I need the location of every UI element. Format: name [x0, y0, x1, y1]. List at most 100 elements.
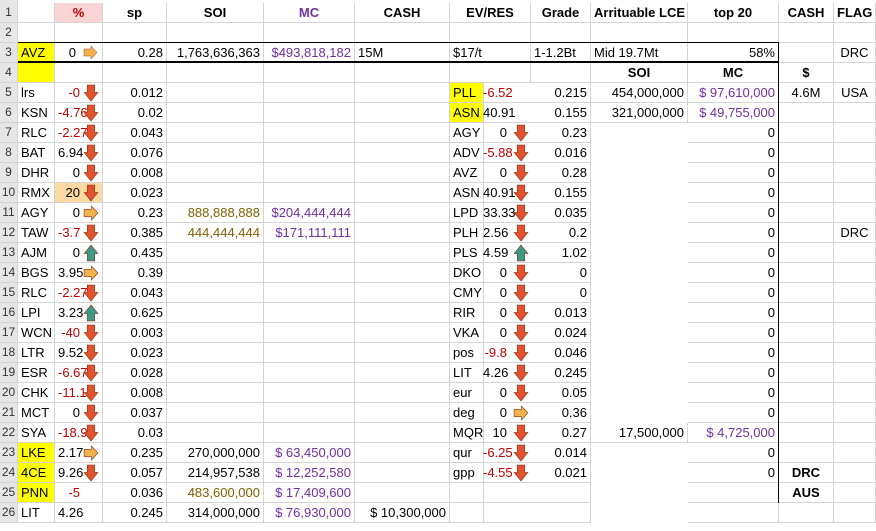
watch-mc-cell[interactable]: 0: [688, 243, 779, 263]
ticker-cell[interactable]: KSN: [18, 103, 55, 123]
watch-ticker-cell[interactable]: AVZ: [450, 163, 484, 183]
cell-c4[interactable]: [103, 63, 167, 83]
mc-cell[interactable]: $ 17,409,600: [264, 483, 355, 503]
soi-cell[interactable]: [167, 323, 264, 343]
share-price-cell[interactable]: 0.037: [103, 403, 167, 423]
column-title-f[interactable]: CASH: [355, 3, 450, 23]
ticker-cell[interactable]: lrs: [18, 83, 55, 103]
watch-mc-cell[interactable]: 0: [688, 163, 779, 183]
row-header-5[interactable]: 5: [0, 83, 18, 103]
cell-i2[interactable]: [591, 23, 688, 43]
watch-sp-cell[interactable]: 0.245: [531, 363, 591, 383]
watch-pct-cell[interactable]: 40.91: [480, 183, 531, 203]
watch-ticker-cell[interactable]: LPD: [450, 203, 484, 223]
flag-cell[interactable]: USA: [834, 83, 876, 103]
watch-cash-cell[interactable]: [779, 163, 834, 183]
column-title-d[interactable]: SOI: [167, 3, 264, 23]
pct-change-cell[interactable]: -2.27: [55, 283, 103, 303]
ticker-cell[interactable]: WCN: [18, 323, 55, 343]
row-header-8[interactable]: 8: [0, 143, 18, 163]
ticker-cell[interactable]: LIT: [18, 503, 55, 523]
pct-change-cell[interactable]: -40: [55, 323, 103, 343]
pct-change-cell[interactable]: -4.76: [55, 103, 103, 123]
mc-cell[interactable]: $204,444,444: [264, 203, 355, 223]
ticker-cell[interactable]: MCT: [18, 403, 55, 423]
cash-cell[interactable]: $ 10,300,000: [355, 503, 450, 523]
column-title-b[interactable]: %: [55, 3, 103, 23]
ticker-cell[interactable]: AGY: [18, 203, 55, 223]
row-header-2[interactable]: 2: [0, 23, 18, 43]
mc-cell[interactable]: [264, 323, 355, 343]
mc-cell[interactable]: $ 76,930,000: [264, 503, 355, 523]
ticker-cell[interactable]: ESR: [18, 363, 55, 383]
row-header-21[interactable]: 21: [0, 403, 18, 423]
watch-sp-cell[interactable]: 0.215: [531, 83, 591, 103]
watch-ticker-cell[interactable]: AGY: [450, 123, 484, 143]
pct-change-cell[interactable]: -18.92: [55, 423, 103, 443]
ticker-cell[interactable]: PNN: [18, 483, 55, 503]
row-header-12[interactable]: 12: [0, 223, 18, 243]
pct-change-cell[interactable]: 4.26: [55, 503, 103, 523]
mc-cell[interactable]: [264, 403, 355, 423]
watch-cash-cell[interactable]: [779, 183, 834, 203]
cash-cell[interactable]: [355, 323, 450, 343]
pct-change-cell[interactable]: 9.26: [55, 463, 103, 483]
pct-change-cell[interactable]: -6.67: [55, 363, 103, 383]
share-price-cell[interactable]: 0.043: [103, 283, 167, 303]
column-title-a[interactable]: [18, 3, 55, 23]
watch-mc-cell[interactable]: 0: [688, 323, 779, 343]
cell-h3[interactable]: 1-1.2Bt: [531, 43, 591, 63]
share-price-cell[interactable]: 0.003: [103, 323, 167, 343]
mc-cell[interactable]: [264, 383, 355, 403]
pct-change-cell[interactable]: 3.23: [55, 303, 103, 323]
soi-cell[interactable]: [167, 83, 264, 103]
share-price-cell[interactable]: 0.008: [103, 383, 167, 403]
watch-sp-cell[interactable]: [531, 483, 591, 503]
watch-cash-cell[interactable]: 4.6M: [779, 83, 834, 103]
ticker-cell[interactable]: BAT: [18, 143, 55, 163]
watch-soi-cell[interactable]: 454,000,000: [591, 83, 688, 103]
ticker-cell[interactable]: RMX: [18, 183, 55, 203]
watch-pct-cell[interactable]: 33.33: [480, 203, 531, 223]
cell-l4[interactable]: [834, 63, 876, 83]
share-price-cell[interactable]: 0.245: [103, 503, 167, 523]
ticker-cell[interactable]: CHK: [18, 383, 55, 403]
watch-sp-cell[interactable]: 0.013: [531, 303, 591, 323]
watch-sp-cell[interactable]: 0: [531, 283, 591, 303]
watch-ticker-cell[interactable]: RIR: [450, 303, 484, 323]
watch-ticker-cell[interactable]: DKO: [450, 263, 484, 283]
soi-cell[interactable]: [167, 163, 264, 183]
cell-j3[interactable]: 58%: [688, 43, 779, 63]
cash-cell[interactable]: [355, 383, 450, 403]
cell-l3[interactable]: DRC: [834, 43, 876, 63]
mc-cell[interactable]: [264, 423, 355, 443]
soi-cell[interactable]: [167, 343, 264, 363]
flag-cell[interactable]: [834, 303, 876, 323]
soi-cell[interactable]: [167, 263, 264, 283]
cell-a4[interactable]: [18, 63, 55, 83]
ticker-cell[interactable]: SYA: [18, 423, 55, 443]
cell-h2[interactable]: [531, 23, 591, 43]
cell-d2[interactable]: [167, 23, 264, 43]
watch-mc-cell[interactable]: 0: [688, 363, 779, 383]
soi-cell[interactable]: [167, 103, 264, 123]
watch-soi-cell[interactable]: 17,500,000: [591, 423, 688, 443]
column-title-e[interactable]: MC: [264, 3, 355, 23]
watch-ticker-cell[interactable]: PLL: [450, 83, 484, 103]
watch-pct-cell[interactable]: -4.55: [480, 463, 531, 483]
soi-cell[interactable]: [167, 243, 264, 263]
mc-cell[interactable]: [264, 303, 355, 323]
watch-cash-cell[interactable]: [779, 143, 834, 163]
cell-c2[interactable]: [103, 23, 167, 43]
row-header-4[interactable]: 4: [0, 63, 18, 83]
watch-pct-cell[interactable]: 40.91: [480, 103, 531, 123]
watch-pct-cell[interactable]: -6.25: [480, 443, 531, 463]
flag-cell[interactable]: [834, 203, 876, 223]
row-header-23[interactable]: 23: [0, 443, 18, 463]
cell-j2[interactable]: [688, 23, 779, 43]
flag-cell[interactable]: [834, 323, 876, 343]
cell-f4[interactable]: [355, 63, 450, 83]
watch-cash-cell[interactable]: [779, 403, 834, 423]
mc-cell[interactable]: [264, 183, 355, 203]
